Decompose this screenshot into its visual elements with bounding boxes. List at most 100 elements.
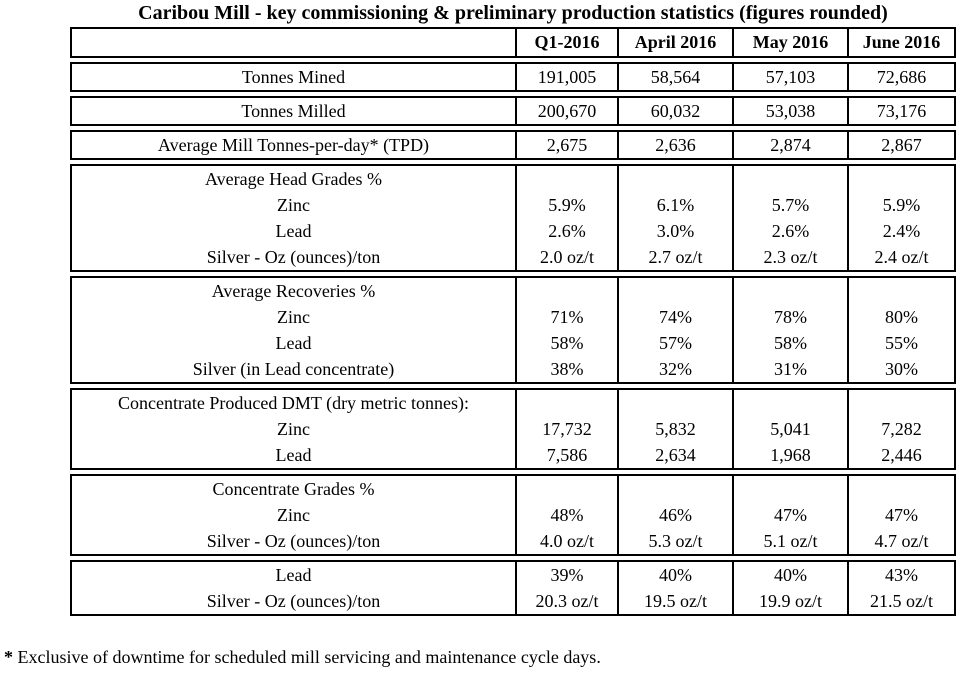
row-label: Silver - Oz (ounces)/ton	[206, 591, 381, 611]
cell-value: 71%	[515, 304, 617, 330]
cell-value: 5.7%	[732, 192, 847, 218]
cell-value: 39%	[515, 562, 617, 588]
column-header: June 2016	[847, 29, 954, 56]
cell-value: 4.0 oz/t	[515, 528, 617, 554]
cell-value: 40%	[617, 562, 732, 588]
table-section-block: Concentrate Grades % Zinc 48% 46% 47% 47% Silv…	[70, 474, 956, 556]
table-title: Caribou Mill - key commissioning & preli…	[138, 2, 888, 24]
cell-value: 5.9%	[515, 192, 617, 218]
table-row: Silver - Oz (ounces)/ton 2.0 oz/t 2.7 oz/t…	[72, 244, 954, 270]
cell-empty	[617, 278, 732, 304]
row-label: Lead	[275, 565, 312, 585]
cell-value: 40%	[732, 562, 847, 588]
section-label: Concentrate Grades %	[212, 479, 375, 499]
row-label: Silver - Oz (ounces)/ton	[206, 247, 381, 267]
table-section-block: Average Head Grades % Zinc 5.9% 6.1% 5.7% 5.9…	[70, 164, 956, 272]
cell-value: 191,005	[515, 64, 617, 90]
cell-value: 58,564	[617, 64, 732, 90]
cell-value: 7,586	[515, 442, 617, 468]
cell-value: 2,446	[847, 442, 954, 468]
cell-value: 5.1 oz/t	[732, 528, 847, 554]
cell-value: 6.1%	[617, 192, 732, 218]
cell-empty	[847, 166, 954, 192]
table-row: Tonnes Milled 200,670 60,032 53,038 73,176	[72, 98, 954, 124]
table-row: Tonnes Mined 191,005 58,564 57,103 72,686	[72, 64, 954, 90]
cell-value: 53,038	[732, 98, 847, 124]
row-label: Tonnes Milled	[241, 101, 346, 121]
cell-value: 30%	[847, 356, 954, 382]
footnote-marker: *	[4, 647, 13, 667]
cell-value: 57%	[617, 330, 732, 356]
section-label: Average Recoveries %	[211, 281, 376, 301]
table-row: Silver (in Lead concentrate) 38% 32% 31% 30%	[72, 356, 954, 382]
row-label-header	[72, 29, 515, 56]
cell-value: 5.9%	[847, 192, 954, 218]
cell-value: 47%	[847, 502, 954, 528]
section-header-row: Concentrate Grades %	[72, 476, 954, 502]
cell-value: 31%	[732, 356, 847, 382]
cell-value: 2.0 oz/t	[515, 244, 617, 270]
cell-value: 58%	[732, 330, 847, 356]
table-row: Average Mill Tonnes-per-day* (TPD) 2,675 2…	[72, 132, 954, 158]
cell-value: 19.9 oz/t	[732, 588, 847, 614]
row-label: Zinc	[277, 505, 310, 525]
row-label: Lead	[275, 221, 312, 241]
cell-value: 60,032	[617, 98, 732, 124]
cell-empty	[515, 476, 617, 502]
table-row: Lead 7,586 2,634 1,968 2,446	[72, 442, 954, 468]
row-label: Zinc	[277, 195, 310, 215]
footnote-text: Exclusive of downtime for scheduled mill…	[17, 647, 601, 667]
cell-value: 2,867	[847, 132, 954, 158]
table-row: Zinc 48% 46% 47% 47%	[72, 502, 954, 528]
row-label: Zinc	[277, 307, 310, 327]
footnote: * Exclusive of downtime for scheduled mi…	[4, 647, 601, 668]
cell-value: 2,675	[515, 132, 617, 158]
column-header: May 2016	[732, 29, 847, 56]
cell-value: 5,832	[617, 416, 732, 442]
cell-value: 19.5 oz/t	[617, 588, 732, 614]
table-row: Zinc 5.9% 6.1% 5.7% 5.9%	[72, 192, 954, 218]
row-label: Lead	[275, 445, 312, 465]
cell-empty	[732, 166, 847, 192]
table-section-block: Tonnes Milled 200,670 60,032 53,038 73,176	[70, 96, 956, 126]
row-label: Average Mill Tonnes-per-day* (TPD)	[157, 135, 430, 155]
cell-value: 72,686	[847, 64, 954, 90]
table-row: Lead 2.6% 3.0% 2.6% 2.4%	[72, 218, 954, 244]
cell-value: 46%	[617, 502, 732, 528]
cell-value: 32%	[617, 356, 732, 382]
section-label: Concentrate Produced DMT (dry metric ton…	[117, 393, 470, 413]
table-section-block: Average Recoveries % Zinc 71% 74% 78% 80% Lead…	[70, 276, 956, 384]
cell-value: 4.7 oz/t	[847, 528, 954, 554]
cell-value: 200,670	[515, 98, 617, 124]
cell-value: 58%	[515, 330, 617, 356]
row-label: Silver (in Lead concentrate)	[192, 359, 395, 379]
cell-empty	[847, 476, 954, 502]
cell-empty	[732, 476, 847, 502]
cell-value: 57,103	[732, 64, 847, 90]
cell-value: 3.0%	[617, 218, 732, 244]
cell-value: 55%	[847, 330, 954, 356]
table-row: Zinc 17,732 5,832 5,041 7,282	[72, 416, 954, 442]
cell-value: 7,282	[847, 416, 954, 442]
table-row: Silver - Oz (ounces)/ton 20.3 oz/t 19.5 oz…	[72, 588, 954, 614]
section-label: Average Head Grades %	[204, 169, 383, 189]
cell-value: 2.3 oz/t	[732, 244, 847, 270]
cell-value: 2,634	[617, 442, 732, 468]
cell-value: 48%	[515, 502, 617, 528]
row-label: Lead	[275, 333, 312, 353]
table-section-block: Average Mill Tonnes-per-day* (TPD) 2,675 2…	[70, 130, 956, 160]
cell-empty	[732, 390, 847, 416]
cell-value: 5,041	[732, 416, 847, 442]
row-label: Zinc	[277, 419, 310, 439]
table-row: Lead 58% 57% 58% 55%	[72, 330, 954, 356]
cell-empty	[732, 278, 847, 304]
cell-value: 2.6%	[515, 218, 617, 244]
cell-empty	[617, 476, 732, 502]
table-row: Lead 39% 40% 40% 43%	[72, 562, 954, 588]
section-header-row: Average Recoveries %	[72, 278, 954, 304]
section-header-row: Average Head Grades %	[72, 166, 954, 192]
table-row: Zinc 71% 74% 78% 80%	[72, 304, 954, 330]
cell-empty	[515, 390, 617, 416]
cell-value: 21.5 oz/t	[847, 588, 954, 614]
